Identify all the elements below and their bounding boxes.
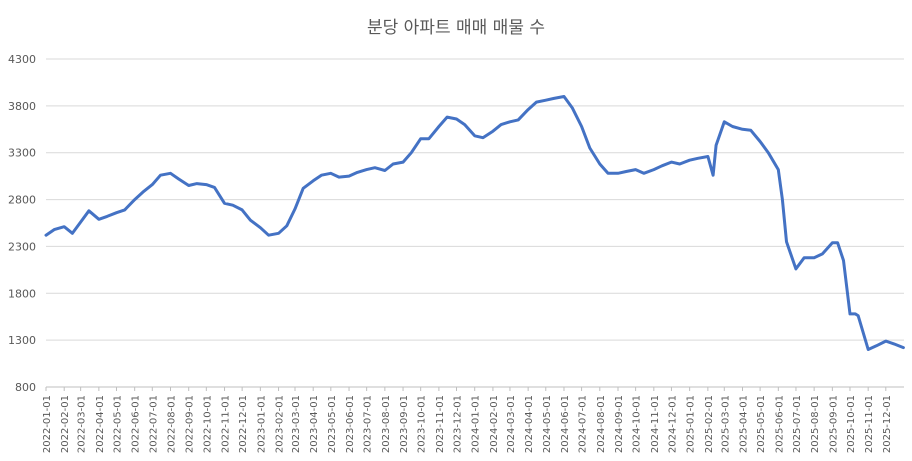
x-tick-label: 2023-02-01	[275, 395, 286, 453]
y-tick-label: 1300	[8, 334, 36, 347]
y-tick-label: 2300	[8, 240, 36, 253]
x-tick-label: 2022-06-01	[131, 395, 142, 453]
x-tick-label: 2025-05-01	[756, 395, 767, 453]
x-tick-label: 2023-06-01	[345, 395, 356, 453]
x-tick-label: 2023-10-01	[417, 395, 428, 453]
x-tick-label: 2024-08-01	[596, 395, 607, 453]
x-tick-label: 2024-11-01	[650, 395, 661, 453]
x-axis-tick-labels: 2022-01-01 2022-02-01 2022-03-01 2022-04-01…	[42, 387, 893, 453]
x-tick-label: 2024-04-01	[524, 395, 535, 453]
x-tick-label: 2024-02-01	[489, 395, 500, 453]
x-tick-label: 2025-02-01	[704, 395, 715, 453]
x-tick-label: 2025-12-01	[882, 395, 893, 453]
y-tick-label: 2800	[8, 194, 36, 207]
x-tick-label: 2022-12-01	[238, 395, 249, 453]
x-tick-label: 2023-11-01	[435, 395, 446, 453]
x-tick-label: 2025-07-01	[792, 395, 803, 453]
x-tick-label: 2025-04-01	[739, 395, 750, 453]
gridlines	[46, 58, 904, 388]
x-tick-label: 2024-07-01	[578, 395, 589, 453]
y-tick-label: 3800	[8, 100, 36, 113]
x-tick-label: 2025-09-01	[828, 395, 839, 453]
x-tick-label: 2025-08-01	[810, 395, 821, 453]
x-tick-label: 2024-12-01	[667, 395, 678, 453]
x-tick-label: 2022-05-01	[112, 395, 123, 453]
y-tick-label: 3300	[8, 147, 36, 160]
x-tick-label: 2023-04-01	[309, 395, 320, 453]
x-tick-label: 2022-03-01	[77, 395, 88, 453]
x-tick-label: 2022-01-01	[42, 395, 53, 453]
x-tick-label: 2022-11-01	[221, 395, 232, 453]
x-tick-label: 2025-03-01	[720, 395, 731, 453]
x-tick-label: 2023-08-01	[381, 395, 392, 453]
x-tick-label: 2024-09-01	[614, 395, 625, 453]
x-tick-label: 2024-01-01	[471, 395, 482, 453]
x-tick-label: 2023-12-01	[453, 395, 464, 453]
series-line	[44, 95, 905, 351]
x-tick-label: 2025-10-01	[846, 395, 857, 453]
x-tick-label: 2022-08-01	[167, 395, 178, 453]
x-tick-label: 2024-10-01	[632, 395, 643, 453]
x-tick-label: 2022-07-01	[148, 395, 159, 453]
x-tick-label: 2025-11-01	[864, 395, 875, 453]
x-tick-label: 2025-06-01	[774, 395, 785, 453]
x-tick-label: 2022-10-01	[202, 395, 213, 453]
y-axis-tick-labels: 800 1300 1800 2300 2800 3300 3800 4300	[8, 53, 36, 394]
x-tick-label: 2023-03-01	[291, 395, 302, 453]
y-tick-label: 800	[15, 381, 36, 394]
x-tick-label: 2023-05-01	[327, 395, 338, 453]
x-tick-label: 2022-09-01	[185, 395, 196, 453]
x-tick-label: 2022-04-01	[95, 395, 106, 453]
x-tick-label: 2025-01-01	[686, 395, 697, 453]
chart-title: 분당 아파트 매매 매물 수	[367, 18, 545, 38]
x-tick-label: 2023-09-01	[399, 395, 410, 453]
x-tick-label: 2023-07-01	[363, 395, 374, 453]
x-tick-label: 2023-01-01	[256, 395, 267, 453]
series-layer	[44, 95, 905, 351]
y-tick-label: 1800	[8, 287, 36, 300]
x-tick-label: 2024-03-01	[506, 395, 517, 453]
x-tick-label: 2024-05-01	[542, 395, 553, 453]
y-tick-label: 4300	[8, 53, 36, 66]
x-tick-label: 2024-06-01	[560, 395, 571, 453]
x-tick-label: 2022-02-01	[60, 395, 71, 453]
